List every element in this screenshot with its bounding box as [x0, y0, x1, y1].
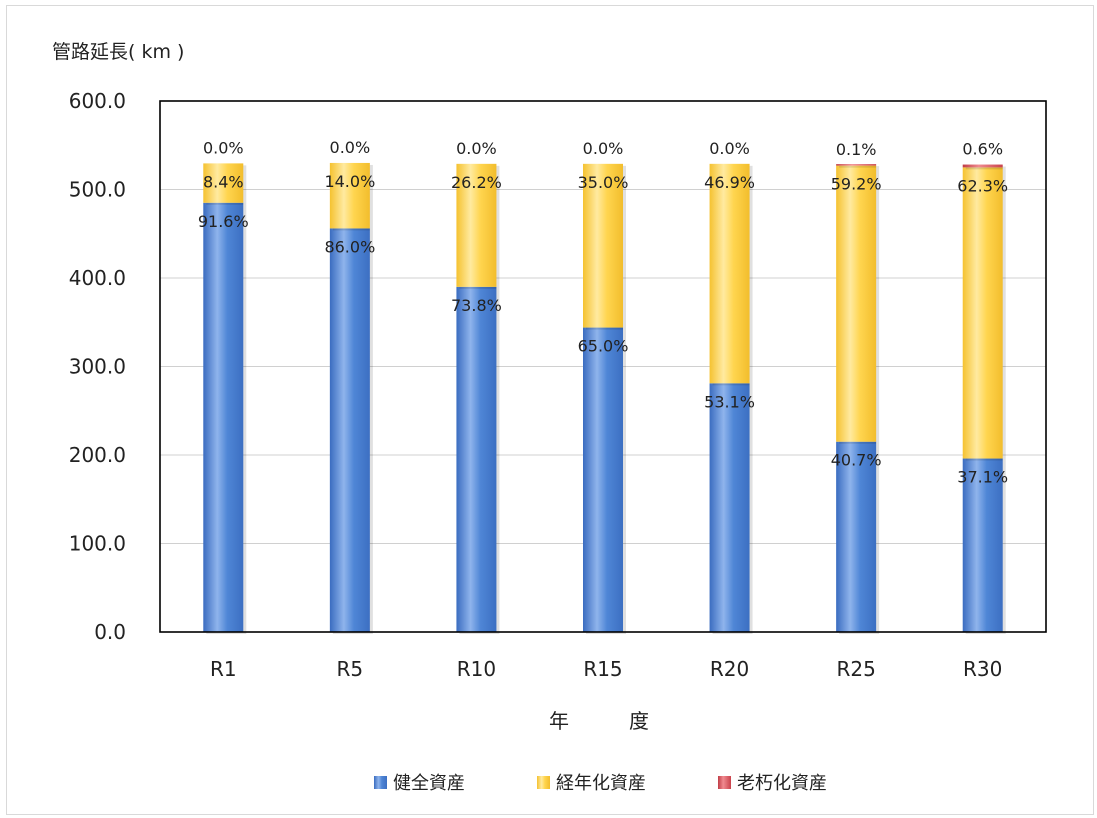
bar-segment-healthy: [329, 228, 370, 632]
x-tick-label: R25: [836, 657, 875, 681]
bar-segment-healthy: [583, 327, 623, 632]
data-label: 35.0%: [578, 173, 629, 192]
data-label: 0.0%: [330, 138, 371, 157]
data-label: 62.3%: [957, 176, 1008, 195]
bar-segment-aged: [203, 163, 244, 203]
bar-segment-aged: [962, 167, 1003, 459]
data-label: 59.2%: [831, 175, 882, 194]
data-labels: 91.6% 8.4% 0.0% 86.0% 14.0% 0.0% 73.8% 26.2% 0.0…: [198, 138, 1008, 487]
y-tick-label: 400.0: [69, 266, 126, 290]
data-label: 91.6%: [198, 212, 249, 231]
bar-shadow: [839, 166, 880, 168]
data-label: 46.9%: [704, 173, 755, 192]
y-tick-label: 600.0: [69, 89, 126, 113]
data-label: 37.1%: [957, 468, 1008, 487]
legend-swatch: [374, 776, 387, 789]
chart-frame: [6, 5, 1094, 815]
data-label: 8.4%: [203, 172, 244, 191]
x-tick-label: R1: [210, 657, 237, 681]
bar-segment-aged: [836, 165, 877, 442]
x-tick-label: R5: [337, 657, 364, 681]
y-tick-labels: 0.0 100.0 200.0 300.0 400.0 500.0 600.0: [69, 89, 126, 644]
data-label: 0.0%: [709, 139, 750, 158]
y-tick-label: 300.0: [69, 355, 126, 379]
x-axis-title: 年 度: [549, 709, 649, 733]
legend-swatch: [718, 776, 731, 789]
bar-segment-aged: [583, 163, 623, 328]
bar-segment-deteriorated: [836, 164, 877, 166]
y-tick-label: 100.0: [69, 532, 126, 556]
data-label: 0.0%: [583, 139, 624, 158]
y-axis-title: 管路延長( km ): [52, 41, 184, 63]
legend-swatch: [537, 776, 550, 789]
bar-segment-aged: [456, 163, 497, 287]
bar-segment-healthy: [962, 458, 1003, 632]
legend-label: 老朽化資産: [737, 773, 827, 794]
data-label: 65.0%: [578, 337, 629, 356]
data-label: 0.0%: [203, 138, 244, 157]
bar-segment-deteriorated: [962, 164, 1003, 168]
x-tick-label: R15: [583, 657, 622, 681]
x-tick-label: R10: [457, 657, 496, 681]
y-tick-label: 0.0: [94, 620, 126, 644]
bars: [203, 162, 1006, 634]
x-tick-labels: R1 R5 R10 R15 R20 R25 R30: [210, 657, 1002, 681]
legend-label: 経年化資産: [556, 773, 646, 794]
data-label: 26.2%: [451, 173, 502, 192]
bar-segment-healthy: [456, 286, 497, 632]
data-label: 86.0%: [324, 237, 375, 256]
data-label: 0.1%: [836, 140, 877, 159]
data-label: 0.6%: [962, 140, 1003, 159]
data-label: 53.1%: [704, 392, 755, 411]
data-label: 40.7%: [831, 451, 882, 470]
x-tick-label: R20: [710, 657, 749, 681]
bar-segment-healthy: [836, 441, 877, 632]
legend: 健全資産 経年化資産 老朽化資産: [374, 773, 827, 794]
x-tick-label: R30: [963, 657, 1002, 681]
bar-segment-healthy: [709, 383, 750, 632]
data-label: 0.0%: [456, 139, 497, 158]
bar-segment-aged: [709, 163, 750, 384]
y-tick-label: 500.0: [69, 178, 126, 202]
legend-label: 健全資産: [393, 773, 465, 794]
plot-area-border: [159, 100, 1047, 633]
bar-segment-aged: [329, 162, 370, 229]
bar-segment-healthy: [203, 202, 244, 632]
data-label: 14.0%: [324, 172, 375, 191]
bar-shadow: [965, 166, 1006, 170]
y-tick-label: 200.0: [69, 443, 126, 467]
data-label: 73.8%: [451, 296, 502, 315]
